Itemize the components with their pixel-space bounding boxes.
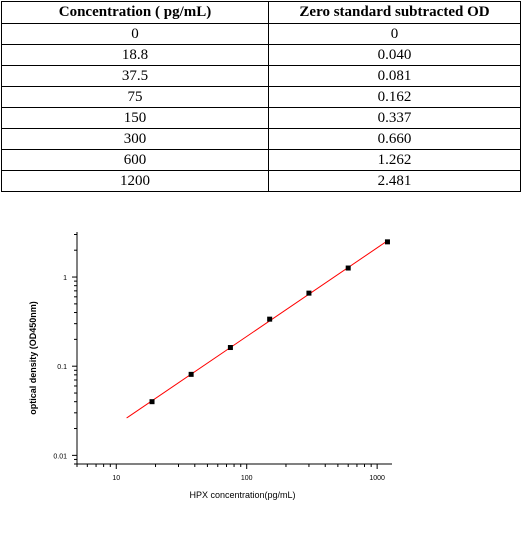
od-cell: 0.337: [268, 107, 521, 129]
table-row: 18.8 0.040: [1, 44, 521, 66]
column-header-concentration: Concentration ( pg/mL): [1, 1, 269, 24]
concentration-cell: 300: [1, 128, 269, 150]
x-tick-label: 10: [112, 475, 120, 482]
y-tick-label: 0.01: [53, 453, 67, 460]
od-cell: 1.262: [268, 149, 521, 171]
x-axis-label: HPX concentration(pg/mL): [189, 490, 295, 500]
concentration-cell: 600: [1, 149, 269, 171]
data-point: [345, 265, 351, 271]
od-cell: 0.162: [268, 86, 521, 108]
od-cell: 0: [268, 23, 521, 45]
od-cell: 2.481: [268, 170, 521, 192]
data-point: [267, 316, 273, 322]
data-points: [149, 239, 390, 405]
fit-line: [126, 240, 388, 419]
table-row: 150 0.337: [1, 107, 521, 129]
x-tick-label: 1000: [369, 475, 385, 482]
chart-axes: [76, 232, 392, 465]
standard-curve-table: Concentration ( pg/mL) Zero standard sub…: [1, 1, 521, 192]
concentration-cell: 75: [1, 86, 269, 108]
concentration-cell: 150: [1, 107, 269, 129]
table-row: 600 1.262: [1, 149, 521, 171]
data-point: [149, 399, 155, 405]
y-tick-label: 1: [63, 275, 67, 282]
concentration-cell: 0: [1, 23, 269, 45]
y-tick-label: 0.1: [57, 364, 67, 371]
data-point: [306, 290, 312, 296]
y-axis-label: optical density (OD450nm): [28, 301, 38, 415]
standard-curve-chart: 10 100 1000 0.01 0.1 1 HPX concentration(pg/m…: [28, 232, 392, 500]
data-point: [227, 345, 233, 351]
table-row: 0 0: [1, 23, 521, 45]
chart-ticks: 10 100 1000 0.01 0.1 1: [53, 233, 385, 482]
table-header-row: Concentration ( pg/mL) Zero standard sub…: [1, 1, 521, 24]
concentration-cell: 18.8: [1, 44, 269, 66]
x-tick-label: 100: [241, 475, 253, 482]
od-cell: 0.660: [268, 128, 521, 150]
concentration-cell: 37.5: [1, 65, 269, 87]
data-point: [384, 239, 390, 245]
table-row: 300 0.660: [1, 128, 521, 150]
concentration-cell: 1200: [1, 170, 269, 192]
table-row: 37.5 0.081: [1, 65, 521, 87]
od-cell: 0.040: [268, 44, 521, 66]
column-header-od: Zero standard subtracted OD: [268, 1, 521, 24]
data-point: [188, 371, 194, 377]
od-cell: 0.081: [268, 65, 521, 87]
table-row: 75 0.162: [1, 86, 521, 108]
table-row: 1200 2.481: [1, 170, 521, 192]
